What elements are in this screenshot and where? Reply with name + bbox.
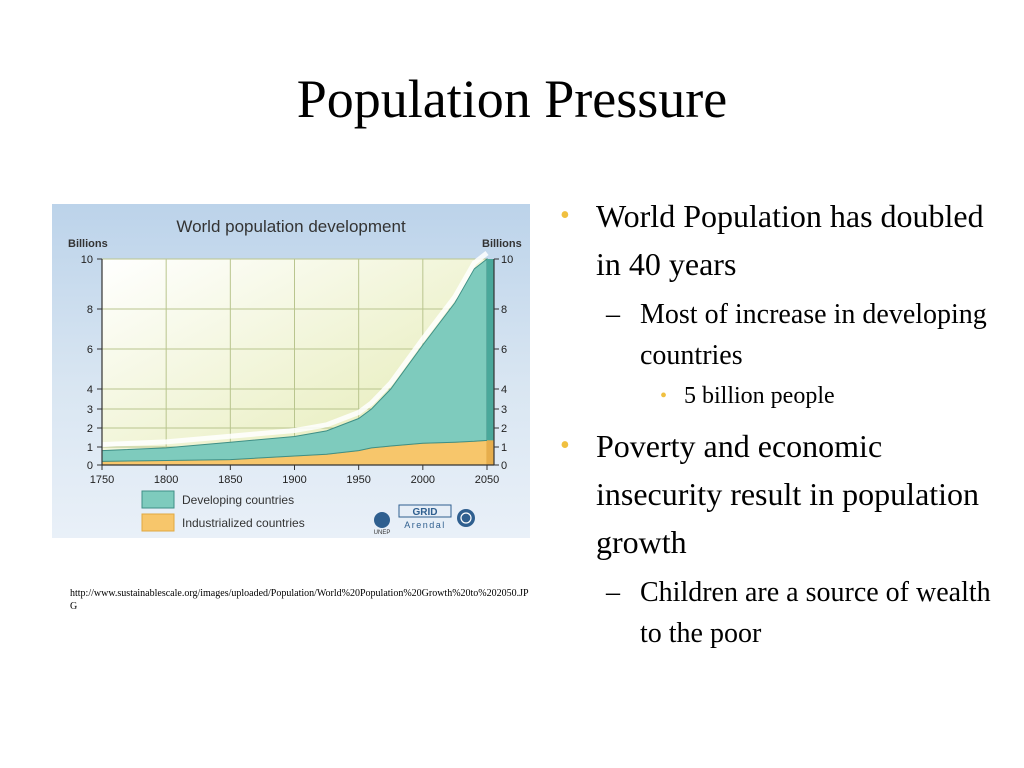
sub-bullet-text: Most of increase in developing countries (640, 299, 987, 371)
y-tick-label-right: 3 (501, 404, 507, 416)
grid-logo-box (398, 504, 452, 518)
bullet-icon: • (660, 385, 668, 407)
sub-sub-bullet-text: 5 billion people (684, 383, 835, 409)
y-tick-label-left: 10 (81, 254, 93, 266)
population-chart: 0 0 1 1 2 2 3 3 4 4 6 6 8 8 10 10 1750 1800 1850 1900 1950 20… (52, 204, 530, 538)
x-tick-label: 1750 (90, 474, 114, 486)
y-tick-label-right: 2 (501, 423, 507, 435)
x-tick-label: 2000 (411, 474, 435, 486)
y-tick-label-right: 8 (501, 304, 507, 316)
industrialized-countries-edge (487, 440, 494, 465)
x-tick-label: 1900 (282, 474, 306, 486)
bullet-text: World Population has doubled in 40 years (596, 198, 984, 282)
un-logo-icon (457, 509, 475, 527)
developing-countries-edge (487, 259, 494, 465)
y-axis-label-right: Billions (482, 238, 522, 250)
legend-label: Industrialized countries (182, 516, 305, 530)
source-url[interactable]: http://www.sustainablescale.org/images/u… (70, 588, 529, 612)
y-tick-label-left: 2 (87, 423, 93, 435)
x-tick-label: 1850 (218, 474, 242, 486)
sub-bullet-item: – Children are a source of wealth to the… (606, 572, 1010, 654)
chart-title: World population development (176, 217, 406, 236)
legend-label: Developing countries (182, 493, 294, 507)
x-tick-label: 1950 (346, 474, 370, 486)
grid-logo-label: GRID (413, 507, 438, 518)
legend-swatch (141, 513, 175, 532)
bullet-icon: • (560, 430, 570, 461)
y-axis-label-left: Billions (68, 238, 108, 250)
bullet-list: • World Population has doubled in 40 yea… (560, 192, 1010, 654)
dash-icon: – (606, 577, 620, 608)
y-tick-label-left: 6 (87, 344, 93, 356)
x-tick-label: 1800 (154, 474, 178, 486)
y-tick-label-left: 1 (87, 442, 93, 454)
y-tick-label-right: 1 (501, 442, 507, 454)
unep-logo-label: UNEP (374, 530, 391, 536)
slide-title: Population Pressure (296, 69, 728, 129)
sub-bullet-item: – Most of increase in developing countri… (606, 294, 1010, 376)
y-tick-label-left: 3 (87, 404, 93, 416)
population-chart-svg: 0 0 1 1 2 2 3 3 4 4 6 6 8 8 10 10 1750 1800 1850 1900 1950 20… (52, 204, 530, 538)
y-tick-label-right: 6 (501, 344, 507, 356)
sub-sub-bullet-item: • 5 billion people (660, 380, 1010, 412)
y-tick-label-left: 4 (87, 384, 93, 396)
y-tick-label-left: 0 (87, 460, 93, 472)
y-tick-label-right: 10 (501, 254, 513, 266)
y-tick-label-left: 8 (87, 304, 93, 316)
y-tick-label-right: 0 (501, 460, 507, 472)
legend-swatch (141, 490, 175, 509)
grid-arendal-logo: UNEP GRID Arendal (374, 504, 475, 536)
y-tick-label-right: 4 (501, 384, 507, 396)
x-tick-label: 2050 (475, 474, 499, 486)
arendal-logo-label: Arendal (404, 520, 446, 530)
unep-logo-icon (374, 512, 390, 528)
bullet-item: • Poverty and economic insecurity result… (560, 422, 1010, 566)
sub-bullet-text: Children are a source of wealth to the p… (640, 577, 991, 649)
curve-highlight (101, 251, 489, 448)
bullet-text: Poverty and economic insecurity result i… (596, 428, 980, 560)
bullet-icon: • (560, 200, 570, 231)
dash-icon: – (606, 299, 620, 330)
bullet-item: • World Population has doubled in 40 yea… (560, 192, 1010, 288)
un-logo-globe-icon (460, 512, 472, 524)
